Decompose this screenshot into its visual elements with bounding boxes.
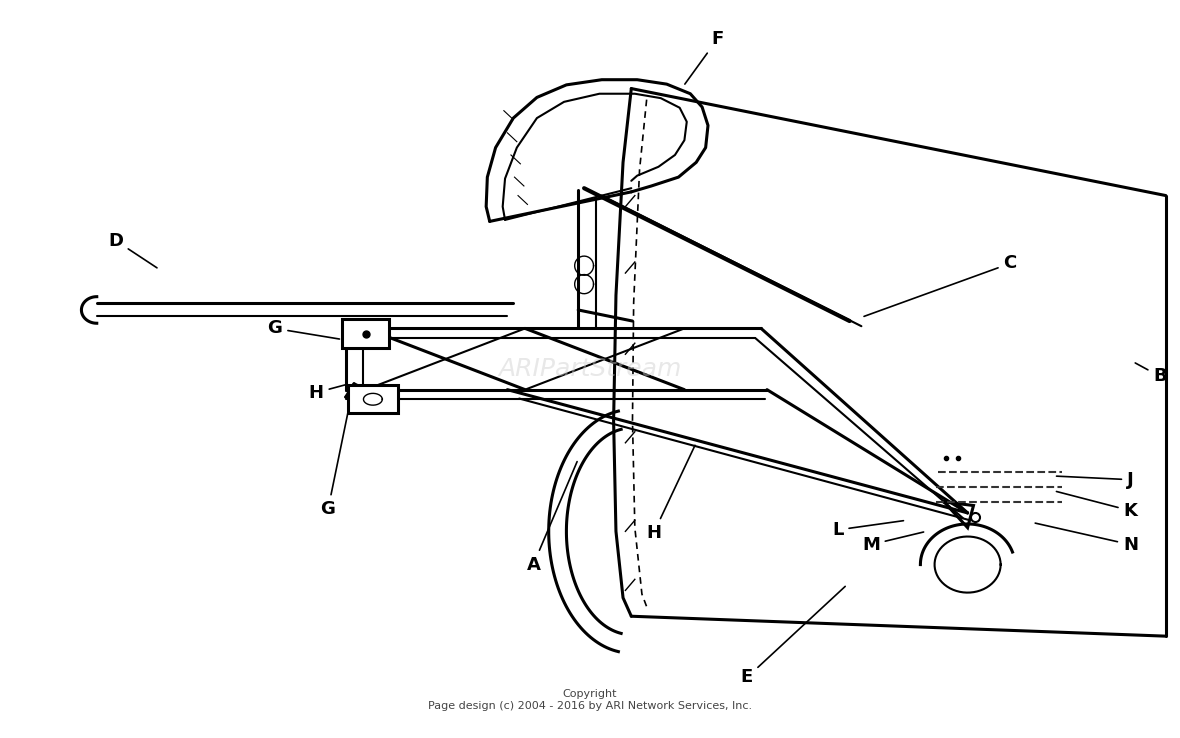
- Text: B: B: [1135, 363, 1167, 385]
- Text: N: N: [1035, 523, 1138, 554]
- Text: G: G: [321, 409, 349, 518]
- Text: J: J: [1056, 471, 1134, 489]
- Text: F: F: [684, 30, 723, 84]
- Text: M: M: [861, 532, 924, 554]
- Text: H: H: [647, 445, 695, 542]
- Text: E: E: [741, 587, 845, 686]
- Text: Copyright: Copyright: [563, 689, 617, 699]
- Text: A: A: [526, 461, 577, 573]
- Bar: [348, 385, 398, 413]
- Text: ARIPartStream: ARIPartStream: [498, 357, 682, 381]
- Text: L: L: [832, 521, 904, 539]
- Text: H: H: [309, 384, 347, 401]
- Text: D: D: [109, 232, 157, 268]
- Text: C: C: [864, 255, 1017, 317]
- Text: K: K: [1056, 492, 1138, 520]
- Bar: [342, 319, 389, 348]
- Text: Page design (c) 2004 - 2016 by ARI Network Services, Inc.: Page design (c) 2004 - 2016 by ARI Netwo…: [428, 701, 752, 711]
- Text: G: G: [268, 320, 340, 339]
